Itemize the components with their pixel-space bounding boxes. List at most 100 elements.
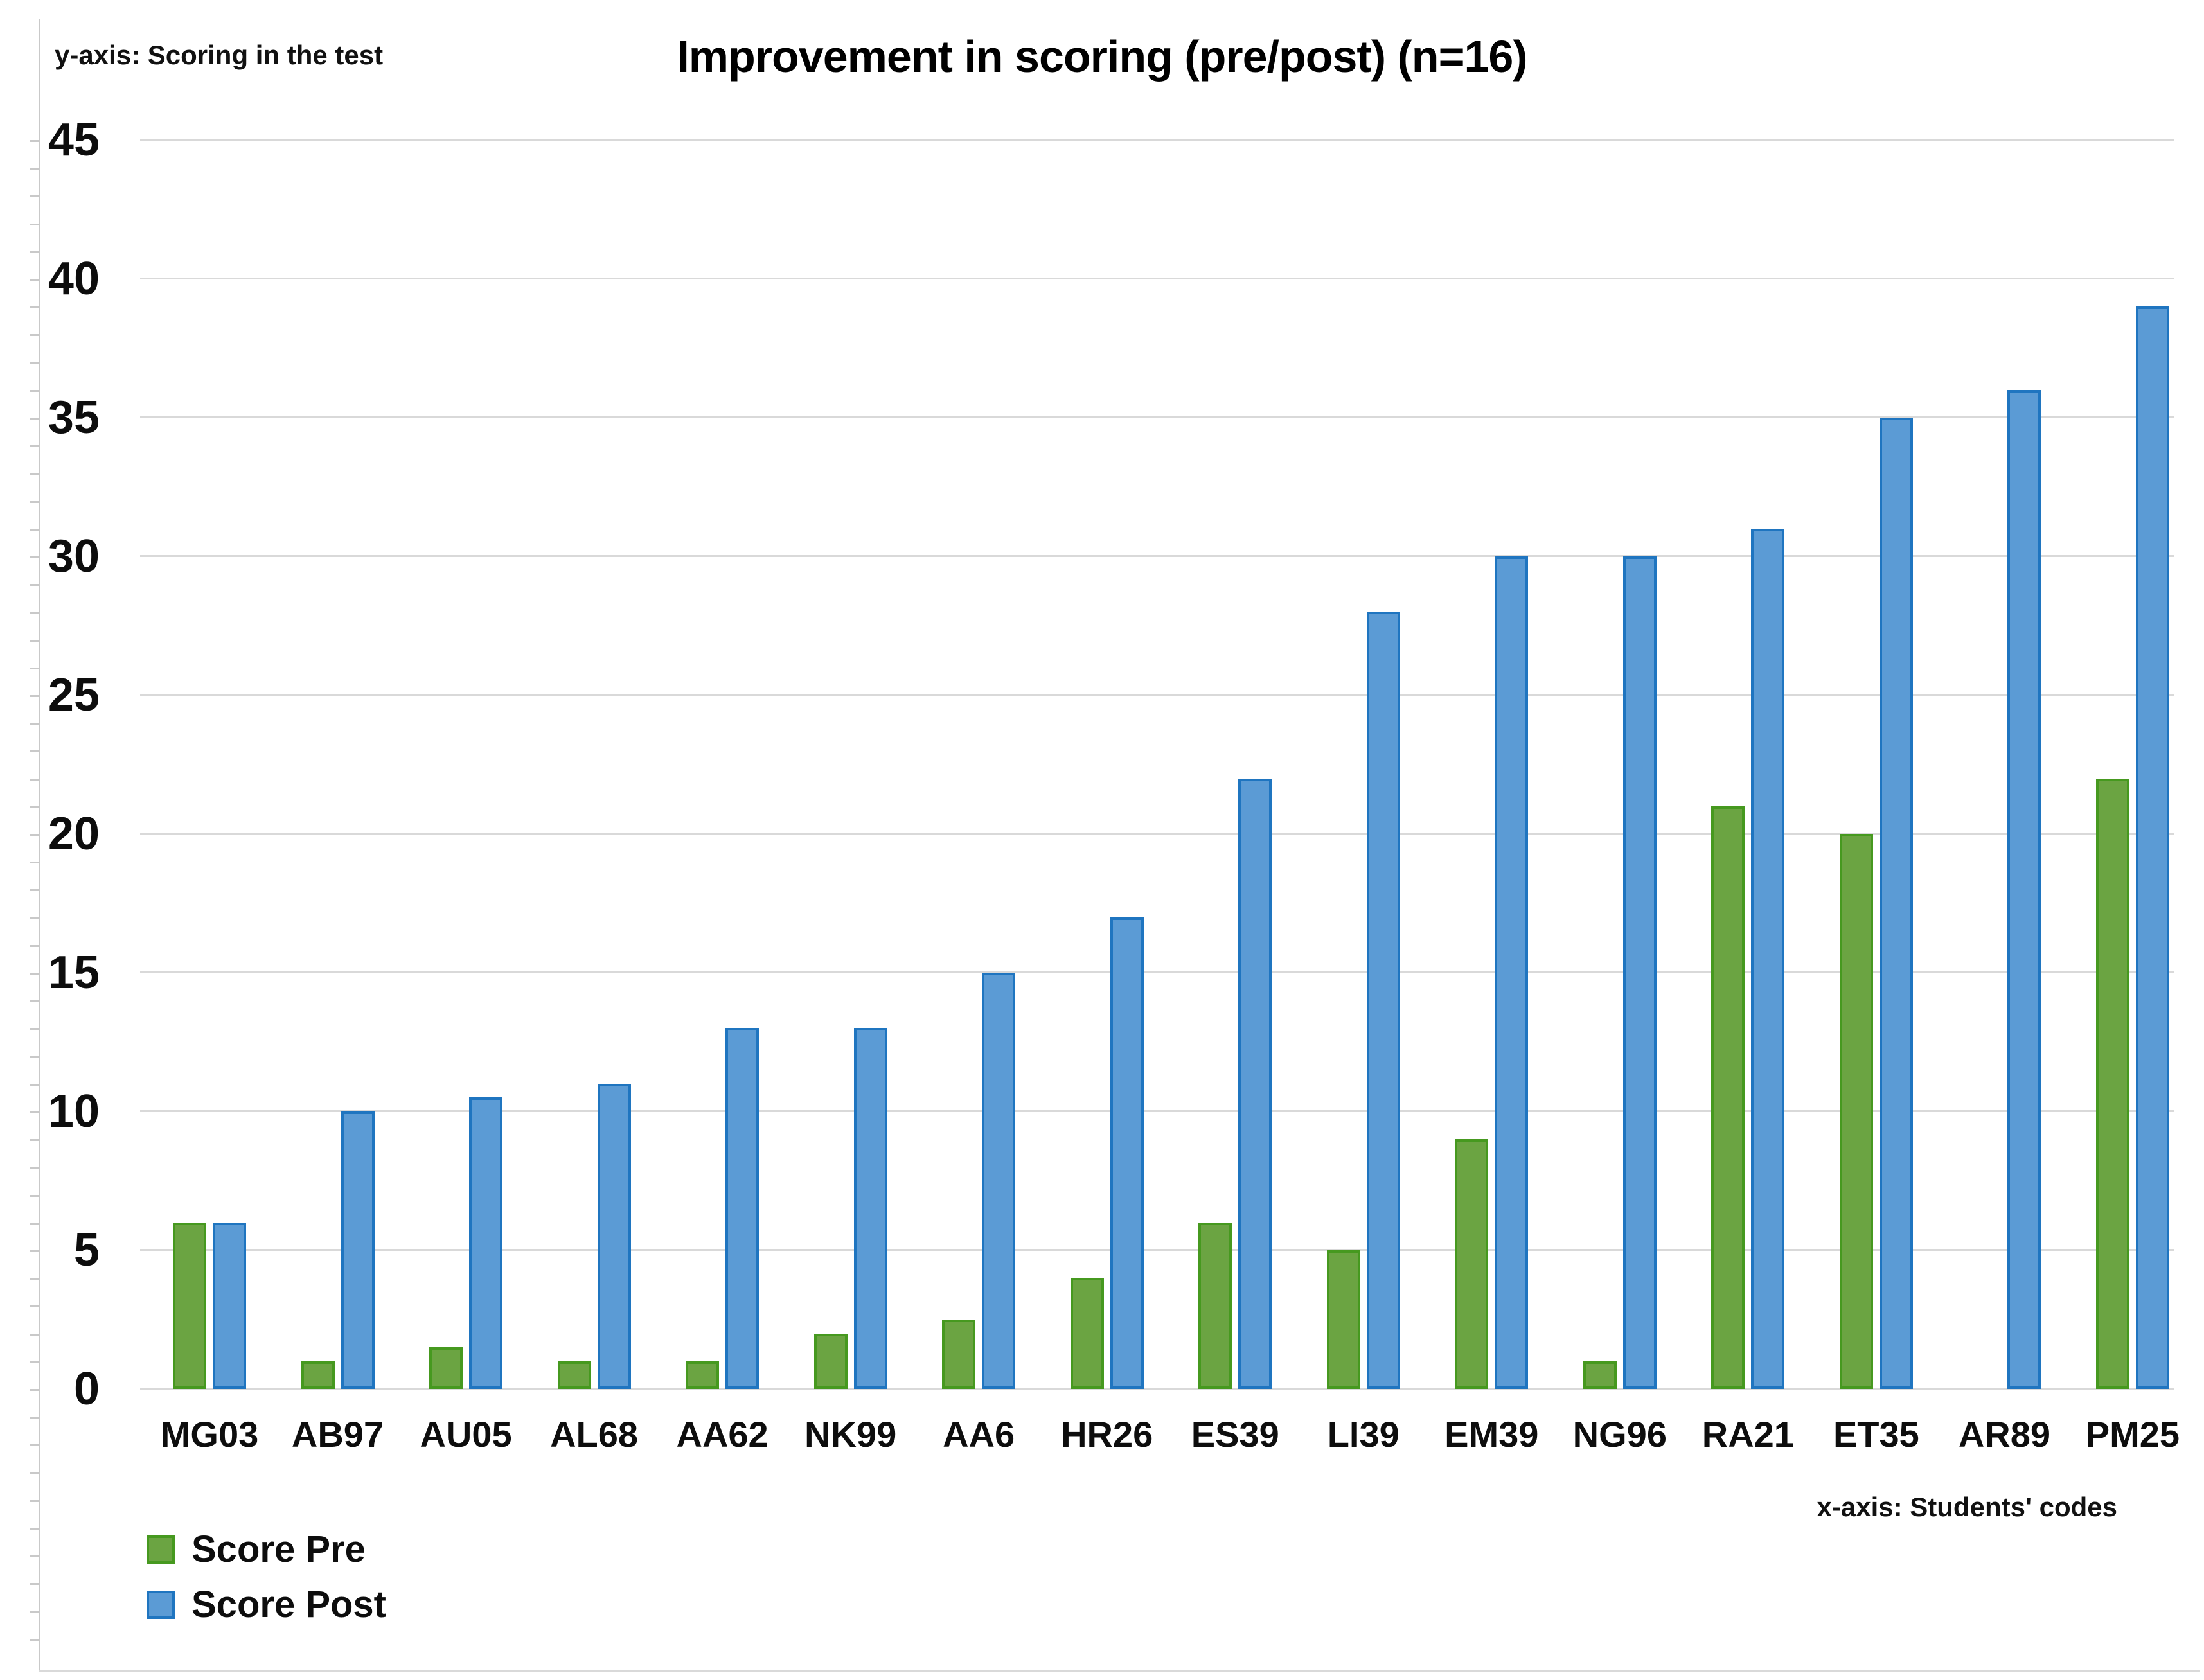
y-axis-minor-tick	[30, 418, 39, 420]
x-tick-label-AB97: AB97	[291, 1414, 384, 1455]
y-axis-minor-tick	[30, 889, 39, 891]
y-axis-minor-tick	[30, 1028, 39, 1030]
bar-pre-PM25	[2095, 778, 2129, 1389]
y-axis-minor-tick	[30, 1139, 39, 1141]
y-axis-minor-tick	[30, 334, 39, 336]
bar-post-ES39	[1238, 778, 1272, 1389]
y-axis-minor-tick	[30, 750, 39, 752]
x-tick-label-NK99: NK99	[804, 1414, 897, 1455]
bar-post-EM39	[1495, 556, 1529, 1389]
bar-post-AB97	[341, 1111, 375, 1389]
y-axis-minor-tick	[30, 529, 39, 531]
bar-pre-AL68	[557, 1361, 591, 1389]
x-tick-label-EM39: EM39	[1444, 1414, 1539, 1455]
bar-pre-ET35	[1839, 834, 1873, 1389]
y-tick-label-30: 30	[48, 531, 100, 582]
bar-post-HR26	[1110, 917, 1144, 1389]
bar-post-AA62	[725, 1028, 760, 1389]
bar-pre-LI39	[1326, 1250, 1360, 1389]
bar-post-LI39	[1366, 612, 1400, 1389]
y-axis-minor-tick	[30, 279, 39, 281]
y-axis-minor-tick	[30, 640, 39, 642]
y-axis-minor-tick	[30, 1084, 39, 1086]
y-axis-minor-tick	[30, 1195, 39, 1197]
y-axis-minor-tick	[30, 445, 39, 447]
y-axis-minor-tick	[30, 362, 39, 364]
gridline-y-5	[140, 1249, 2174, 1251]
y-tick-label-25: 25	[48, 669, 100, 721]
legend-label-pre: Score Pre	[191, 1528, 366, 1570]
legend-swatch-pre	[147, 1535, 175, 1564]
y-axis-minor-tick	[30, 195, 39, 197]
bar-post-RA21	[1751, 528, 1785, 1389]
y-axis-minor-tick	[30, 723, 39, 725]
legend-item-score-pre: Score Pre	[147, 1530, 386, 1569]
bar-post-AR89	[2007, 389, 2041, 1389]
y-axis-minor-tick	[30, 1278, 39, 1280]
x-tick-label-NG96: NG96	[1572, 1414, 1667, 1455]
y-axis-minor-tick	[30, 1444, 39, 1446]
x-tick-label-AL68: AL68	[550, 1414, 639, 1455]
y-axis-minor-tick	[30, 1611, 39, 1613]
y-axis-minor-tick	[30, 1583, 39, 1585]
bar-pre-AA6	[942, 1320, 976, 1389]
y-axis-minor-tick	[30, 140, 39, 142]
y-tick-label-0: 0	[73, 1363, 100, 1415]
y-axis-minor-tick	[30, 1555, 39, 1557]
x-tick-label-ES39: ES39	[1191, 1414, 1279, 1455]
y-axis-minor-tick	[30, 556, 39, 558]
y-axis-minor-tick	[30, 501, 39, 503]
y-tick-label-35: 35	[48, 392, 100, 443]
y-axis-minor-tick	[30, 1417, 39, 1419]
y-axis-note: y-axis: Scoring in the test	[55, 40, 384, 70]
y-axis-minor-tick	[30, 1250, 39, 1252]
y-axis-minor-tick	[30, 806, 39, 808]
y-axis-minor-tick	[30, 224, 39, 225]
y-axis-minor-tick	[30, 1223, 39, 1225]
y-tick-label-10: 10	[48, 1086, 100, 1137]
y-axis-minor-tick	[30, 584, 39, 586]
bar-pre-MG03	[173, 1222, 206, 1389]
x-tick-label-LI39: LI39	[1327, 1414, 1400, 1455]
y-axis-minor-tick	[30, 1056, 39, 1058]
y-axis-minor-tick	[30, 1305, 39, 1307]
y-axis-minor-tick	[30, 390, 39, 392]
y-axis-minor-tick	[30, 917, 39, 919]
bar-pre-HR26	[1070, 1278, 1104, 1389]
legend-label-post: Score Post	[191, 1584, 386, 1625]
y-axis-minor-tick	[30, 1167, 39, 1169]
gridline-y-0	[140, 1388, 2174, 1390]
bar-pre-ES39	[1198, 1222, 1232, 1389]
x-tick-label-RA21: RA21	[1702, 1414, 1794, 1455]
bar-post-AL68	[597, 1083, 631, 1389]
bar-pre-AB97	[301, 1361, 335, 1389]
bar-pre-EM39	[1455, 1139, 1489, 1389]
bar-post-AA6	[982, 973, 1016, 1389]
bar-pre-NK99	[813, 1333, 848, 1389]
bar-post-NG96	[1622, 556, 1657, 1389]
x-tick-label-PM25: PM25	[2085, 1414, 2180, 1455]
x-axis-note: x-axis: Students' codes	[1817, 1492, 2117, 1522]
y-axis-minor-tick	[30, 251, 39, 253]
y-axis-minor-tick	[30, 1528, 39, 1530]
x-tick-label-AR89: AR89	[1958, 1414, 2050, 1455]
bar-pre-RA21	[1711, 806, 1745, 1389]
y-axis-minor-tick	[30, 862, 39, 863]
y-axis-minor-tick	[30, 1500, 39, 1502]
y-axis-minor-tick	[30, 1361, 39, 1363]
y-axis-line	[39, 19, 40, 1672]
gridline-y-35	[140, 416, 2174, 418]
gridline-y-20	[140, 833, 2174, 835]
gridline-y-25	[140, 694, 2174, 696]
y-axis-minor-tick	[30, 1389, 39, 1391]
gridline-y-40	[140, 278, 2174, 279]
legend-item-score-post: Score Post	[147, 1586, 386, 1624]
figure-bottom-border	[39, 1670, 2200, 1672]
y-axis-minor-tick	[30, 612, 39, 614]
x-tick-label-AU05: AU05	[420, 1414, 512, 1455]
bar-post-ET35	[1879, 418, 1913, 1389]
y-axis-minor-tick	[30, 473, 39, 475]
bar-pre-AA62	[686, 1361, 720, 1389]
x-tick-label-AA6: AA6	[943, 1414, 1015, 1455]
